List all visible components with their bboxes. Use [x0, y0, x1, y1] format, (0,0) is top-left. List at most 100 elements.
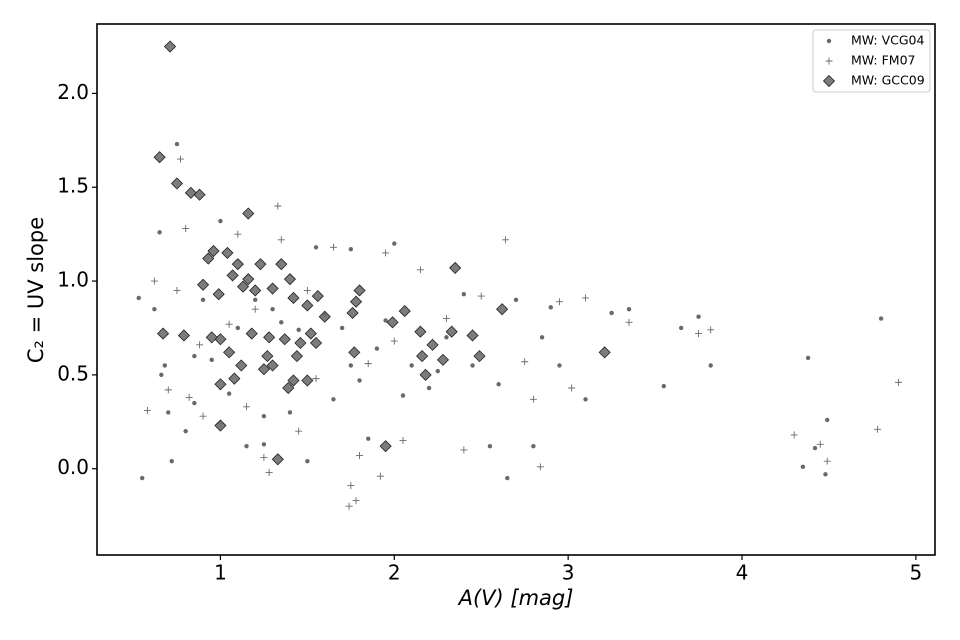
point [242, 207, 255, 220]
point [426, 338, 439, 351]
point [536, 463, 544, 471]
point [218, 218, 223, 224]
point [214, 333, 227, 346]
point [303, 286, 311, 294]
y-tick-label: 2.0 [57, 80, 89, 104]
point [270, 307, 275, 312]
point [349, 295, 363, 308]
point [348, 346, 361, 359]
point [894, 378, 902, 386]
point [383, 318, 388, 323]
point [878, 316, 884, 321]
point [356, 452, 364, 460]
point [436, 353, 450, 366]
point [184, 186, 197, 199]
point [271, 453, 284, 466]
point [244, 443, 249, 449]
legend-label: MW: GCC09 [851, 73, 925, 88]
point [225, 320, 233, 328]
point [305, 458, 310, 464]
point [275, 258, 288, 271]
y-axis-label: C₂ = UV slope [24, 217, 48, 363]
point [374, 346, 380, 351]
point [346, 306, 359, 320]
y-tick-label: 1.0 [57, 268, 89, 292]
point [164, 386, 172, 394]
point [287, 410, 293, 415]
point [263, 331, 276, 344]
point [223, 346, 236, 359]
point [352, 497, 360, 505]
point [152, 307, 157, 312]
point [234, 230, 242, 238]
point [173, 286, 181, 294]
point [235, 325, 241, 331]
point [539, 335, 545, 340]
point [261, 442, 267, 447]
point [707, 326, 715, 334]
point [398, 305, 411, 318]
point [513, 297, 519, 303]
point [150, 277, 158, 285]
point [477, 292, 485, 300]
legend-marker [826, 38, 832, 44]
point [416, 266, 424, 274]
point [445, 325, 458, 338]
point [444, 335, 449, 340]
legend-box [812, 29, 931, 93]
point [266, 359, 279, 372]
point [366, 436, 371, 441]
point [426, 385, 432, 391]
point [329, 243, 337, 251]
point [582, 294, 590, 302]
point [379, 440, 392, 453]
point [242, 273, 255, 286]
point [143, 407, 151, 415]
point [400, 393, 406, 398]
point [626, 307, 632, 312]
point [265, 468, 273, 476]
point [382, 249, 390, 257]
point [419, 368, 432, 381]
point [176, 155, 184, 163]
point [251, 305, 259, 313]
point [531, 443, 536, 449]
point [347, 482, 355, 490]
legend-marker [825, 57, 833, 65]
point [435, 368, 440, 374]
x-tick-label: 1 [214, 561, 227, 585]
x-tick-label: 3 [562, 561, 575, 585]
point [212, 288, 225, 301]
point [253, 297, 258, 303]
point [583, 397, 588, 402]
legend-label: MW: VCG04 [851, 33, 925, 48]
point [505, 475, 510, 481]
point [202, 252, 215, 265]
y-tick-label: 0.0 [57, 455, 89, 479]
point [226, 391, 232, 396]
point [790, 431, 798, 439]
point [473, 350, 486, 363]
point [364, 360, 372, 368]
point [283, 273, 297, 286]
point [800, 464, 806, 470]
point [261, 413, 267, 419]
point [192, 353, 197, 359]
point [625, 318, 633, 326]
point [496, 382, 501, 387]
point [261, 350, 274, 363]
legend: MW: VCG04 MW: FM07 MW: GCC09 [812, 29, 931, 93]
point [311, 290, 324, 303]
plot-frame [96, 23, 936, 556]
point [185, 393, 193, 401]
point [812, 445, 818, 451]
point [243, 403, 251, 411]
point [209, 357, 214, 363]
point [157, 327, 170, 340]
point [226, 269, 239, 282]
point [390, 337, 398, 345]
point [823, 472, 828, 477]
point [136, 295, 141, 301]
point [521, 358, 529, 366]
